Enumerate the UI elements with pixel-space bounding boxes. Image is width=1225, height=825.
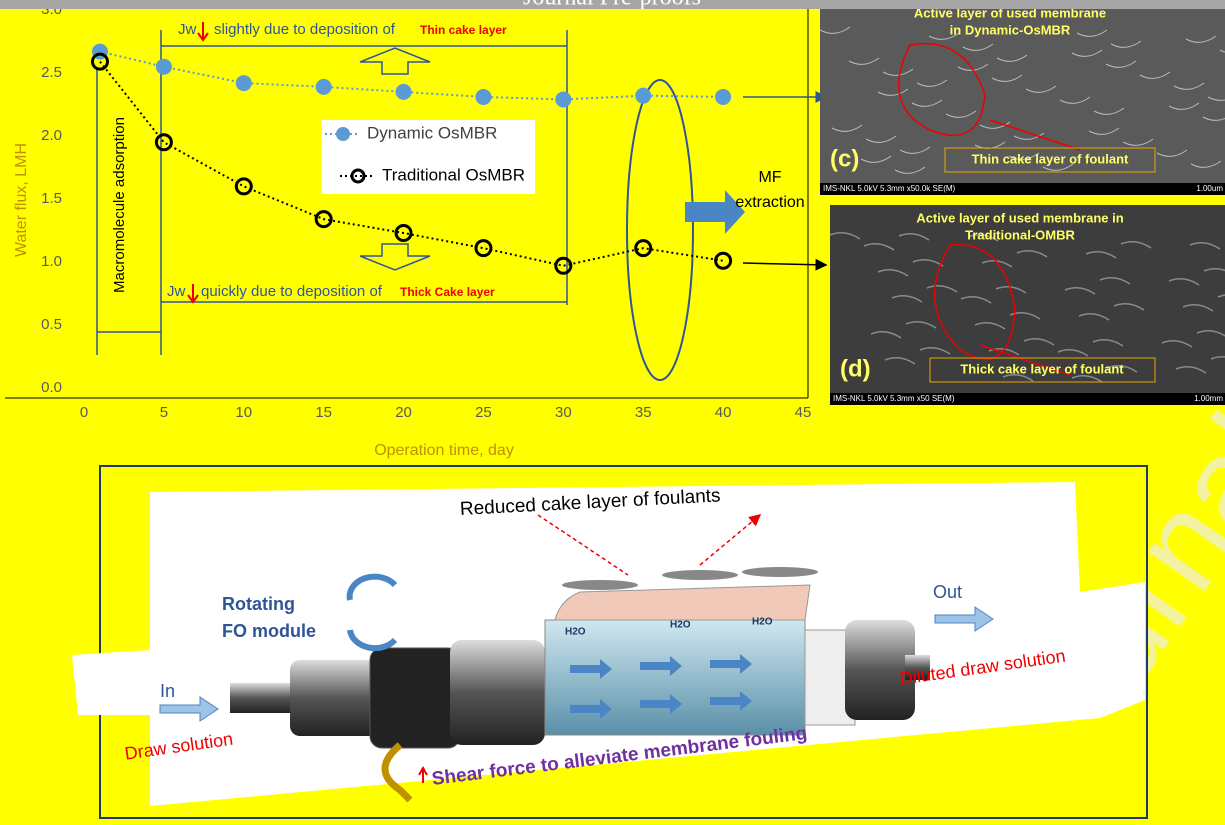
x-tick-label: 10 xyxy=(235,404,252,421)
annotation: Macromolecule adsorption xyxy=(111,117,128,293)
y-tick-label: 2.0 xyxy=(41,127,62,144)
x-tick-label: 5 xyxy=(160,404,168,421)
y-tick-label: 2.5 xyxy=(41,64,62,81)
x-tick-label: 30 xyxy=(555,404,572,421)
sem-title: Active layer of used membrane in xyxy=(916,210,1123,225)
diagram-label: In xyxy=(160,681,175,701)
down-mark xyxy=(188,284,198,302)
chart: Water flux, LMH Operation time, day Jw s… xyxy=(5,0,826,459)
annotation: slightly due to deposition of xyxy=(214,21,396,38)
point xyxy=(236,75,252,91)
legend-marker xyxy=(336,127,350,141)
diagram-label: Rotating xyxy=(222,594,295,614)
sem-title: in Dynamic-OsMBR xyxy=(950,22,1071,37)
up-arrow xyxy=(360,48,430,74)
annotation: quickly due to deposition of xyxy=(201,283,383,300)
annotation: extraction xyxy=(735,194,804,211)
foulant xyxy=(662,570,738,580)
annotation: Thin cake layer xyxy=(420,23,507,37)
point xyxy=(316,79,332,95)
y-axis-label: Water flux, LMH xyxy=(13,143,30,257)
annotation: Jw xyxy=(178,21,197,38)
sem-scale: 1.00um xyxy=(1196,184,1223,193)
down-mark xyxy=(198,22,208,40)
diagram-label: Out xyxy=(933,582,962,602)
x-tick-label: 45 xyxy=(795,404,812,421)
water-label: H2O xyxy=(670,620,691,631)
x-tick-label: 0 xyxy=(80,404,88,421)
x-axis-label: Operation time, day xyxy=(374,442,514,459)
water-label: H2O xyxy=(565,627,586,638)
figure: Journal Pre-proofs Water flux, LMH Opera… xyxy=(0,0,1225,825)
x-tick-label: 25 xyxy=(475,404,492,421)
link-arrow xyxy=(743,263,826,265)
point xyxy=(635,88,651,104)
x-tick-label: 40 xyxy=(715,404,732,421)
water-label: H2O xyxy=(752,617,773,628)
annotation: Thick Cake layer xyxy=(400,285,495,299)
x-tick-label: 20 xyxy=(395,404,412,421)
ellipse xyxy=(627,80,693,380)
annotation: Jw xyxy=(167,283,186,300)
point xyxy=(555,91,571,107)
sem-panel: (c) xyxy=(830,145,859,172)
diagram-panel xyxy=(72,650,150,715)
point xyxy=(156,59,172,75)
shaft xyxy=(230,683,300,713)
point xyxy=(475,89,491,105)
x-tick-label: 35 xyxy=(635,404,652,421)
sem-panel: (d) xyxy=(840,355,871,382)
foulant xyxy=(742,567,818,577)
sem-caption: Thick cake layer of foulant xyxy=(960,361,1124,376)
point xyxy=(476,241,491,256)
foulant xyxy=(562,580,638,590)
diagram-label: FO module xyxy=(222,621,316,641)
end-cap xyxy=(290,660,380,736)
header: Journal Pre-proofs xyxy=(523,0,701,11)
page: Figure body { margin: 0; width: 1225px; … xyxy=(0,0,1225,825)
page-body: {"header": "Journal Pre-proofs", "chart_… xyxy=(0,0,1225,825)
point xyxy=(715,89,731,105)
y-tick-label: 1.5 xyxy=(41,190,62,207)
sem-title: Traditional-OMBR xyxy=(965,227,1075,242)
point xyxy=(716,253,731,268)
y-tick-label: 0.5 xyxy=(41,316,62,333)
legend-label: Dynamic OsMBR xyxy=(367,123,497,142)
annotation: MF xyxy=(758,169,781,186)
point xyxy=(556,258,571,273)
down-arrow xyxy=(360,244,430,270)
x-tick-label: 15 xyxy=(315,404,332,421)
point xyxy=(396,84,412,100)
sem-caption: Thin cake layer of foulant xyxy=(972,151,1129,166)
sem-scale: 1.00mm xyxy=(1194,394,1223,403)
sem-info: IMS-NKL 5.0kV 5.3mm x50.0k SE(M) xyxy=(823,184,956,193)
sem-info: IMS-NKL 5.0kV 5.3mm x50 SE(M) xyxy=(833,394,955,403)
brackets xyxy=(97,30,693,380)
diagram: Reduced cake layer of foulants Rotating … xyxy=(72,466,1147,818)
gear xyxy=(370,648,460,748)
end-cap xyxy=(450,640,545,745)
point xyxy=(156,135,171,150)
header-clip: Journal Pre-proofs xyxy=(523,0,701,11)
y-tick-label: 1.0 xyxy=(41,253,62,270)
y-tick-label: 0.0 xyxy=(41,379,62,396)
legend-label: Traditional OsMBR xyxy=(382,165,525,184)
point xyxy=(236,179,251,194)
